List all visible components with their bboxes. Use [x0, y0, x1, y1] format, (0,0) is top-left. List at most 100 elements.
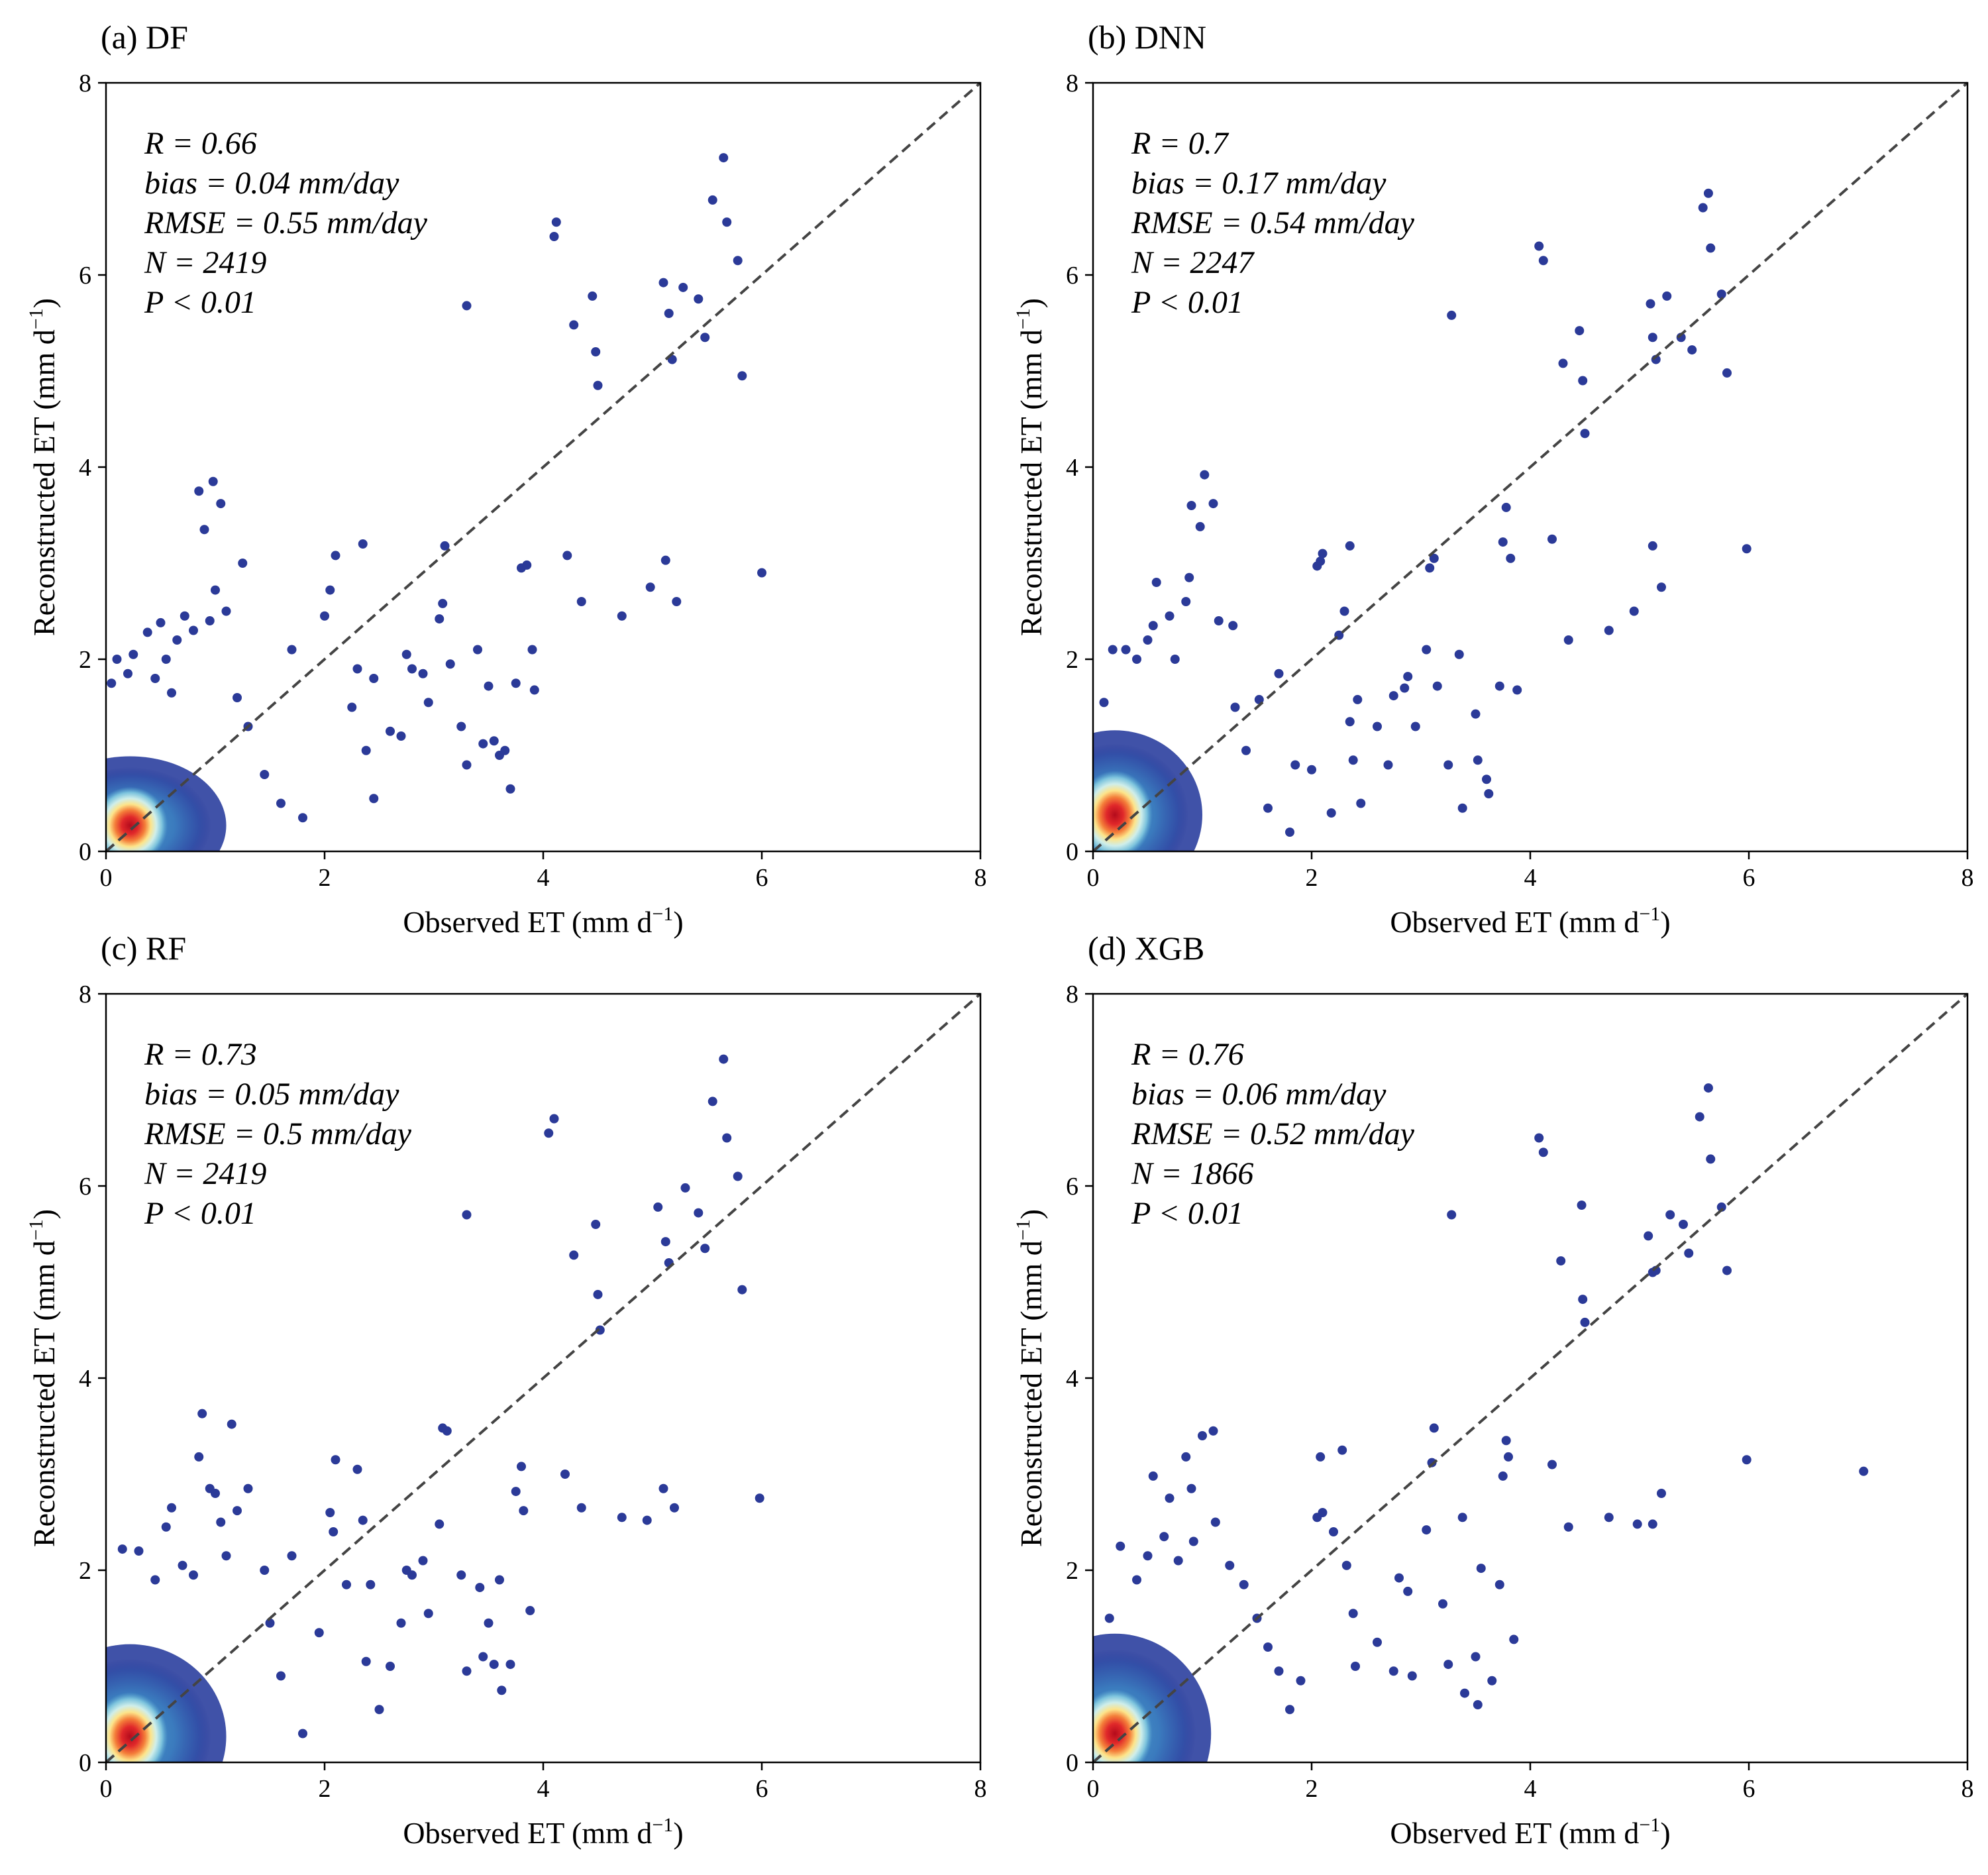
data-point	[1695, 1112, 1704, 1122]
data-point	[1646, 299, 1655, 309]
data-point	[1580, 1317, 1590, 1327]
data-point	[1722, 368, 1732, 378]
data-point	[1318, 549, 1328, 559]
data-point	[1290, 760, 1300, 770]
data-point	[755, 1493, 764, 1503]
y-tick-label: 8	[1066, 981, 1078, 1008]
data-point	[1703, 1083, 1713, 1093]
data-point	[386, 1662, 395, 1671]
data-point	[1706, 243, 1716, 253]
data-point	[1151, 578, 1161, 587]
data-point	[484, 1618, 494, 1628]
data-point	[1214, 616, 1224, 625]
data-point	[1534, 241, 1544, 251]
data-point	[484, 681, 494, 691]
data-point	[396, 1618, 406, 1628]
data-point	[123, 669, 132, 678]
data-point	[445, 659, 455, 669]
data-point	[473, 645, 482, 655]
data-point	[1629, 606, 1639, 616]
data-point	[189, 625, 198, 635]
data-point	[1471, 709, 1481, 719]
data-point	[658, 1483, 668, 1493]
x-tick-label: 6	[756, 1775, 768, 1803]
data-point	[211, 585, 220, 595]
data-point	[1165, 1493, 1175, 1503]
data-point	[722, 1133, 732, 1143]
data-point	[216, 499, 226, 509]
data-point	[298, 813, 307, 823]
data-point	[1403, 672, 1413, 682]
data-point	[707, 195, 717, 205]
data-point	[161, 1522, 171, 1532]
y-tick-label: 2	[1066, 646, 1078, 674]
plot-area	[1093, 1083, 1869, 1762]
data-point	[707, 1097, 717, 1106]
data-point	[1506, 553, 1516, 563]
data-point	[1577, 1201, 1587, 1210]
stat-r: R = 0.76	[1131, 1037, 1244, 1072]
data-point	[660, 1237, 670, 1247]
data-point	[1471, 1652, 1481, 1662]
x-tick-label: 0	[100, 864, 113, 892]
stat-rmse: RMSE = 0.5 mm/day	[144, 1116, 412, 1152]
data-point	[1285, 828, 1294, 837]
data-point	[1580, 429, 1590, 439]
y-tick-label: 0	[79, 1749, 91, 1777]
data-point	[511, 1487, 521, 1497]
data-point	[197, 1409, 207, 1419]
data-point	[1706, 1154, 1716, 1164]
x-tick-label: 4	[537, 864, 550, 892]
data-point	[233, 693, 242, 702]
data-point	[287, 645, 297, 655]
data-point	[1648, 541, 1657, 551]
data-point	[361, 1656, 371, 1666]
data-point	[150, 1575, 160, 1585]
data-point	[1186, 501, 1196, 510]
data-point	[497, 1686, 507, 1695]
plot-area	[106, 153, 766, 851]
data-point	[418, 669, 428, 678]
data-point	[1703, 188, 1713, 198]
axis-ticks: 00 2 2 4 4 6 6 8 8	[79, 981, 987, 1803]
stat-bias: bias = 0.05 mm/day	[144, 1077, 399, 1112]
data-point	[358, 539, 368, 549]
data-point	[1326, 808, 1336, 818]
data-point	[1716, 1202, 1726, 1212]
stat-p: P < 0.01	[144, 1196, 256, 1231]
data-point	[1498, 1471, 1508, 1481]
data-point	[1473, 1700, 1483, 1709]
data-point	[1501, 1436, 1511, 1446]
data-point	[645, 582, 655, 592]
data-point	[1494, 1580, 1504, 1589]
data-point	[1604, 625, 1614, 635]
data-point	[260, 1566, 270, 1575]
stat-n: N = 2419	[144, 1156, 266, 1191]
y-tick-label: 2	[79, 1557, 91, 1585]
data-point	[1329, 1527, 1338, 1536]
data-point	[1356, 798, 1366, 808]
stat-p: P < 0.01	[1131, 1196, 1243, 1231]
data-point	[1632, 1519, 1642, 1529]
data-point	[478, 739, 488, 749]
data-point	[1509, 1634, 1519, 1644]
data-point	[396, 731, 406, 741]
data-point	[1742, 544, 1752, 554]
data-point	[1538, 256, 1548, 266]
data-point	[1410, 722, 1420, 731]
x-tick-label: 0	[100, 1775, 113, 1803]
data-point	[423, 698, 433, 708]
data-point	[1648, 1519, 1657, 1529]
data-point	[1722, 1265, 1732, 1275]
one-to-one-line	[105, 992, 982, 1764]
data-point	[1230, 702, 1240, 712]
data-point	[588, 291, 598, 301]
y-tick-label: 6	[1066, 1173, 1078, 1201]
data-point	[329, 1527, 339, 1536]
panel-title: (b) DNN	[1088, 19, 1206, 56]
data-point	[1263, 1642, 1273, 1652]
data-point	[1181, 597, 1191, 606]
data-point	[325, 585, 335, 595]
x-tick-label: 4	[1524, 1775, 1537, 1803]
